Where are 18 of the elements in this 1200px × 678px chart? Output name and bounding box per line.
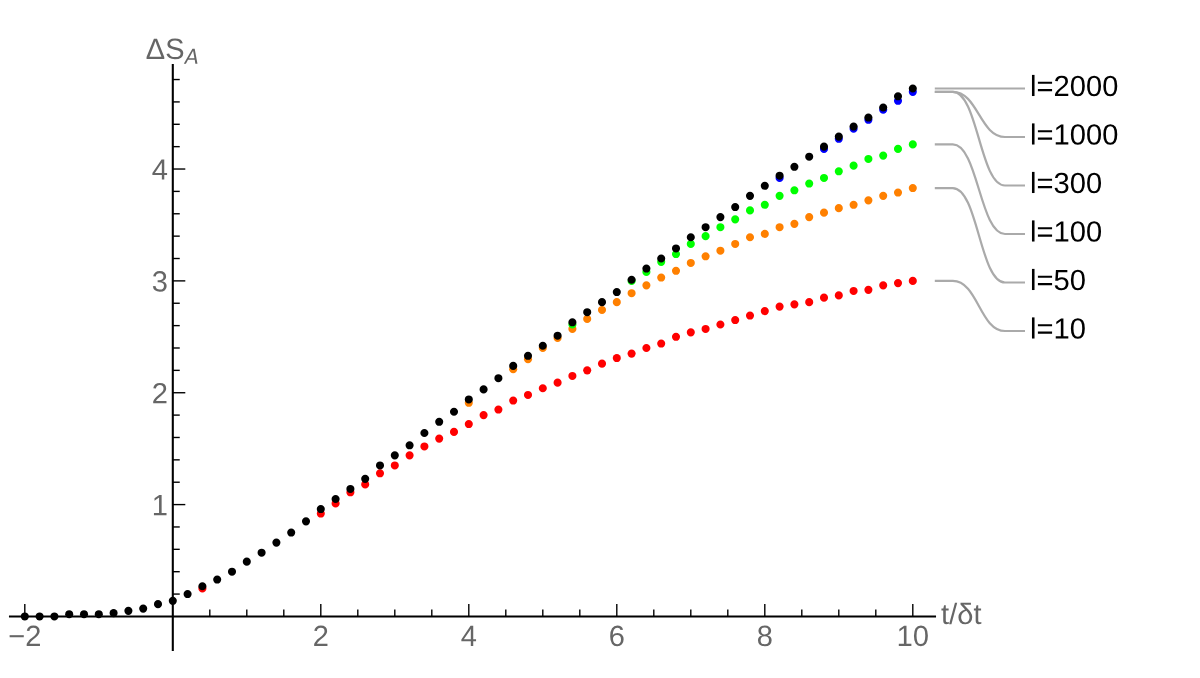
- x-tick-label: 4: [461, 625, 477, 646]
- text: l=10: [1031, 317, 1085, 339]
- y-tick-label: 1: [153, 495, 167, 516]
- text: l=50: [1031, 268, 1085, 291]
- x-tick-label: 2: [314, 625, 328, 646]
- text: l=300: [1031, 171, 1102, 194]
- y-tick-label: 2: [153, 382, 167, 404]
- x-axis-title: t/δt: [941, 602, 982, 625]
- x-tick-label: 6: [610, 625, 624, 647]
- text: l=100: [1031, 220, 1102, 242]
- y-axis-title: ΔS$_{A}$: [146, 38, 198, 64]
- text: l=1000: [1031, 123, 1118, 145]
- x-tick-label: 8: [757, 625, 772, 647]
- y-tick-label: 4: [152, 159, 168, 180]
- text: l=2000: [1031, 74, 1118, 97]
- x-tick-label: −2: [9, 625, 40, 646]
- x-tick-label: 10: [898, 625, 928, 647]
- y-tick-label: 3: [152, 271, 167, 292]
